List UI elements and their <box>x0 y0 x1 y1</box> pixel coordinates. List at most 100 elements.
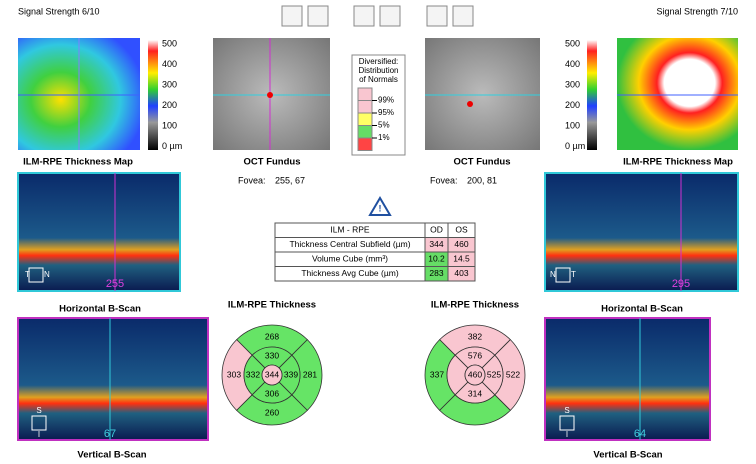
slice-number: 64 <box>634 428 646 440</box>
scale-label: 400 <box>162 59 177 69</box>
orientation-box <box>31 415 47 431</box>
map-title: ILM-RPE Thickness Map <box>23 157 133 168</box>
color-scale <box>587 40 597 150</box>
icon-button[interactable] <box>426 5 448 27</box>
orientation-label: S <box>564 406 569 415</box>
sector-value: 525 <box>487 369 501 379</box>
bscan-title: Horizontal B-Scan <box>59 304 141 315</box>
sector <box>261 364 283 386</box>
toolbar-icons[interactable] <box>281 5 474 27</box>
sector-value: 314 <box>468 388 482 398</box>
icon-button[interactable] <box>353 5 375 27</box>
orientation-label: T <box>571 270 576 279</box>
sector-value: 306 <box>265 388 279 398</box>
bscan-title: Vertical B-Scan <box>593 450 662 461</box>
fundus-title: OCT Fundus <box>454 157 511 168</box>
sector-value: 460 <box>468 369 482 379</box>
sector-value: 576 <box>468 350 482 360</box>
fovea-marker <box>467 101 473 107</box>
horizontal-bscan <box>544 172 739 292</box>
table-cell-text: 283 <box>429 268 443 278</box>
table-cell-text: 460 <box>454 239 468 249</box>
orientation-label: N <box>550 270 556 279</box>
sector-value: 330 <box>265 350 279 360</box>
slice-number: 295 <box>672 278 690 290</box>
fovea-label: Fovea: <box>430 175 458 185</box>
table-header: OS <box>455 225 468 235</box>
sector-value: 382 <box>468 331 482 341</box>
legend-label: 5% <box>378 121 390 130</box>
sector-value: 281 <box>303 369 317 379</box>
scale-label: 500 <box>565 38 580 48</box>
scale-label: 400 <box>565 59 580 69</box>
sector-value: 303 <box>227 369 241 379</box>
table-cell-text: Thickness Avg Cube (µm) <box>301 268 399 278</box>
scale-label: 300 <box>565 79 580 89</box>
scale-label: 100 <box>565 120 580 130</box>
legend-label: 1% <box>378 133 390 142</box>
orientation-label: T <box>25 270 30 279</box>
legend-swatch <box>357 87 373 101</box>
legend-swatch <box>357 100 373 114</box>
table-header: ILM - RPE <box>330 225 370 235</box>
bscan-title: Vertical B-Scan <box>77 450 146 461</box>
fovea-label: Fovea: <box>238 175 266 185</box>
icon-button[interactable] <box>281 5 303 27</box>
fovea-marker <box>267 92 273 98</box>
legend-label: 99% <box>378 96 394 105</box>
orientation-box <box>559 415 575 431</box>
fundus-image <box>425 38 540 150</box>
legend-title: Distribution <box>358 66 398 75</box>
slice-number: 255 <box>106 278 124 290</box>
sector-value: 337 <box>430 369 444 379</box>
legend-label: 95% <box>378 108 394 117</box>
sector-value: 260 <box>265 407 279 417</box>
legend-swatch <box>357 137 373 151</box>
signal-strength: Signal Strength 7/10 <box>656 6 738 16</box>
fovea-value: 200, 81 <box>467 175 497 185</box>
bscan-title: Horizontal B-Scan <box>601 304 683 315</box>
scale-label: 200 <box>565 100 580 110</box>
orientation-label: I <box>566 430 568 439</box>
table-cell-text: 14.5 <box>453 254 470 264</box>
color-scale <box>148 40 158 150</box>
orientation-box <box>28 267 44 283</box>
thickness-map <box>617 38 738 150</box>
legend-swatch <box>357 112 373 126</box>
vertical-bscan <box>544 317 711 441</box>
table-cell-text: Thickness Central Subfield (µm) <box>289 239 410 249</box>
scale-label: 0 µm <box>565 141 585 151</box>
sector-value: 332 <box>246 369 260 379</box>
table-cell-text: 344 <box>429 239 443 249</box>
orientation-label: I <box>38 430 40 439</box>
icon-button[interactable] <box>307 5 329 27</box>
warning-mark: ! <box>379 203 382 213</box>
table-cell-text: Volume Cube (mm³) <box>312 254 388 264</box>
sector-title: ILM-RPE Thickness <box>228 300 316 311</box>
scale-label: 500 <box>162 38 177 48</box>
map-title: ILM-RPE Thickness Map <box>623 157 733 168</box>
sector-value: 522 <box>506 369 520 379</box>
fundus-title: OCT Fundus <box>244 157 301 168</box>
table-cell-text: 403 <box>454 268 468 278</box>
sector <box>464 364 486 386</box>
orientation-label: N <box>44 270 50 279</box>
scale-label: 100 <box>162 120 177 130</box>
signal-strength: Signal Strength 6/10 <box>18 6 100 16</box>
fovea-value: 255, 67 <box>275 175 305 185</box>
table-header: OD <box>430 225 443 235</box>
vertical-bscan <box>17 317 209 441</box>
icon-button[interactable] <box>379 5 401 27</box>
horizontal-bscan <box>17 172 181 292</box>
sector-title: ILM-RPE Thickness <box>431 300 519 311</box>
icon-button[interactable] <box>452 5 474 27</box>
scale-label: 200 <box>162 100 177 110</box>
scale-label: 0 µm <box>162 141 182 151</box>
sector-value: 268 <box>265 331 279 341</box>
legend-swatch <box>357 125 373 139</box>
warning-icon[interactable] <box>368 196 392 216</box>
orientation-label: S <box>36 406 41 415</box>
sector-value: 339 <box>284 369 298 379</box>
slice-number: 67 <box>104 428 116 440</box>
legend-title: Diversified: <box>359 57 399 66</box>
